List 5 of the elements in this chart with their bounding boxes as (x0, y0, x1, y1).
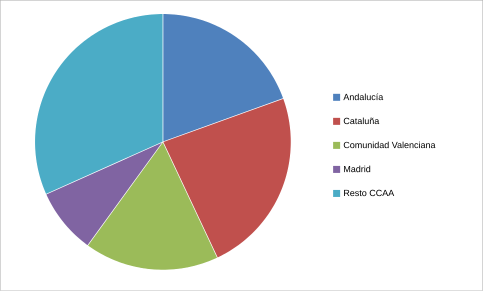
legend-label: Comunidad Valenciana (344, 142, 436, 148)
legend-label: Cataluña (344, 118, 380, 124)
legend-label: Resto CCAA (344, 190, 394, 196)
legend-label: Madrid (344, 166, 370, 172)
legend-label: Andalucía (343, 94, 384, 100)
